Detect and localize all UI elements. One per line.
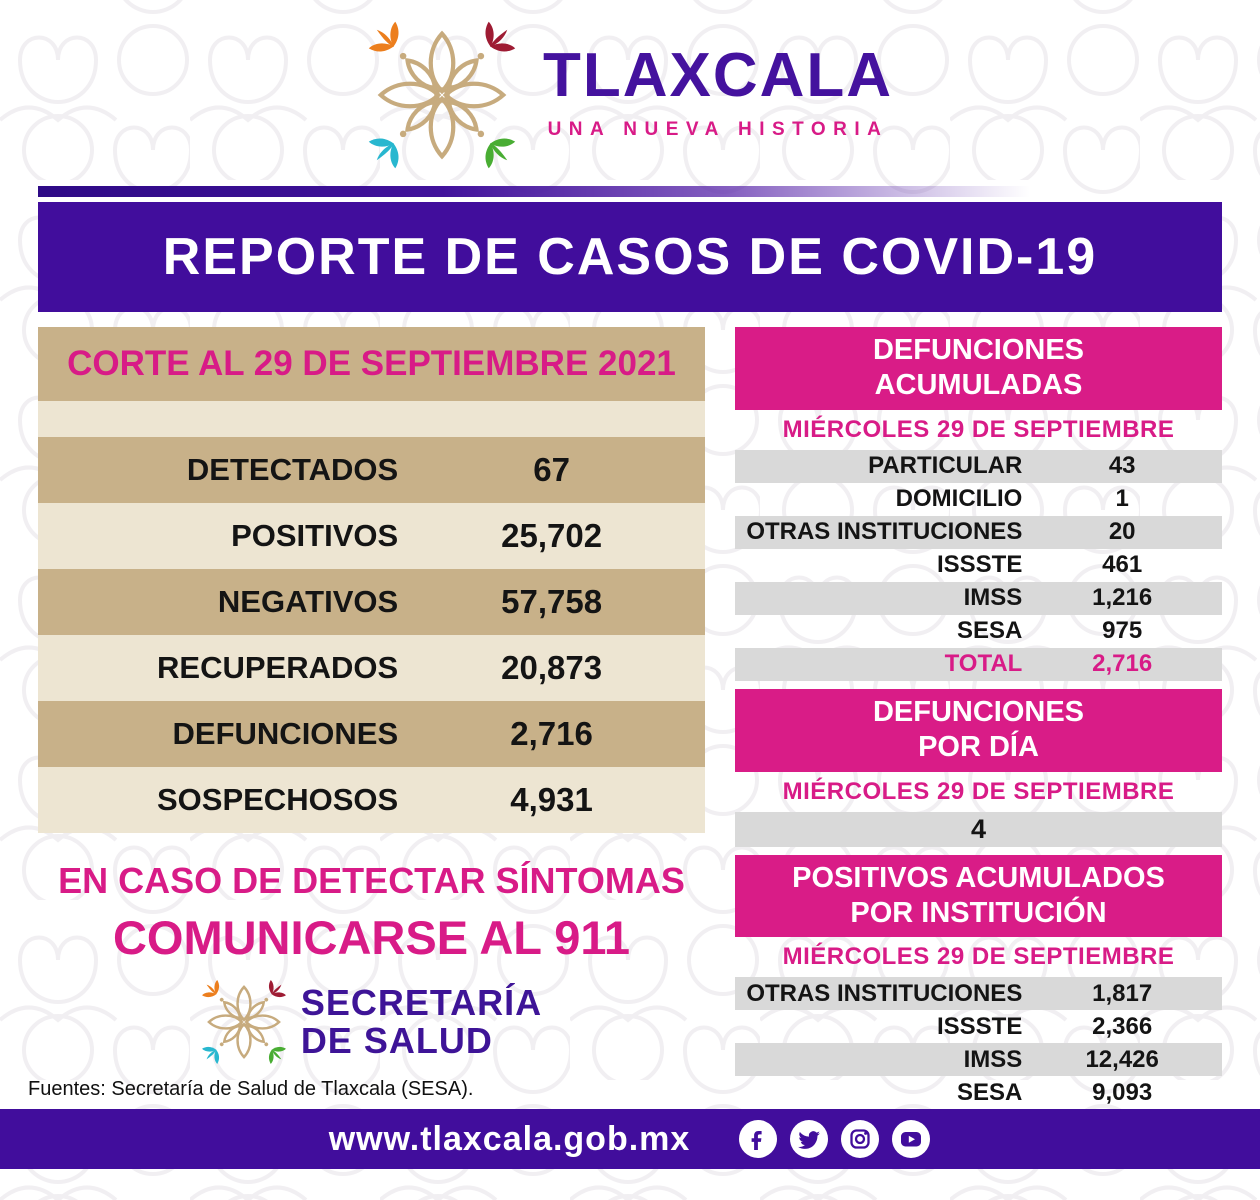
social-icons [738, 1119, 931, 1159]
row-value: 4,931 [510, 781, 593, 818]
panel-rows: PARTICULAR 43 DOMICILIO 1 OTRAS INSTITUC… [735, 449, 1222, 681]
panel-title-line-1: DEFUNCIONES [872, 334, 1085, 366]
panel-positivos-acumulados: POSITIVOS ACUMULADOS POR INSTITUCIÓN MIÉ… [735, 854, 1222, 1143]
row-label: POSITIVOS [231, 518, 399, 553]
table-row: DETECTADOS 67 [38, 437, 705, 503]
row-label: DEFUNCIONES [172, 716, 399, 751]
row-value: 2,716 [510, 715, 593, 752]
secretaria-line-2: DE SALUD [300, 1020, 493, 1061]
daily-deaths-value: 4 [735, 811, 1222, 847]
summary-rows: DETECTADOS 67 POSITIVOS 25,702 NEGATIVOS… [38, 401, 705, 833]
row-label: PARTICULAR [868, 452, 1023, 480]
row-label: OTRAS INSTITUCIONES [746, 518, 1023, 546]
row-value: 461 [1102, 551, 1143, 579]
panel-title: POSITIVOS ACUMULADOS POR INSTITUCIÓN [735, 854, 1222, 938]
row-value: 12,426 [1085, 1045, 1159, 1073]
row-label: SESA [956, 1078, 1023, 1106]
panel-title-line-2: POR DÍA [918, 731, 1039, 764]
table-row: OTRAS INSTITUCIONES 20 [735, 515, 1222, 549]
row-label: TOTAL [944, 650, 1023, 678]
row-value: 20,873 [501, 649, 603, 686]
footer-bar: www.tlaxcala.gob.mx [0, 1109, 1260, 1169]
tlaxcala-flower-logo-icon [367, 20, 517, 170]
right-column: DEFUNCIONES ACUMULADAS MIÉRCOLES 29 DE S… [735, 327, 1222, 1169]
brand-tagline: UNA NUEVA HISTORIA [547, 119, 889, 140]
row-label: NEGATIVOS [217, 584, 399, 619]
panel-title: DEFUNCIONES POR DÍA [735, 688, 1222, 772]
row-label: SOSPECHOSOS [156, 782, 399, 817]
table-row: ISSSTE 461 [735, 549, 1222, 582]
cutoff-date-title: CORTE AL 29 DE SEPTIEMBRE 2021 [67, 344, 676, 383]
panel-defunciones-acumuladas: DEFUNCIONES ACUMULADAS MIÉRCOLES 29 DE S… [735, 327, 1222, 681]
gradient-divider [38, 186, 1050, 197]
table-row: IMSS 12,426 [735, 1043, 1222, 1077]
row-value: 1 [1115, 485, 1129, 513]
panel-title-line-1: DEFUNCIONES [872, 695, 1085, 728]
row-label: ISSSTE [936, 1012, 1023, 1040]
advisory-line-2: COMUNICARSE AL 911 [112, 911, 631, 964]
brand-header: TLAXCALA UNA NUEVA HISTORIA [0, 0, 1260, 186]
advisory-line-1: EN CASO DE DETECTAR SÍNTOMAS [58, 860, 685, 901]
row-label: DETECTADOS [186, 452, 399, 487]
secretaria-flower-logo-icon [201, 979, 287, 1065]
facebook-icon[interactable] [738, 1119, 778, 1159]
panel-defunciones-por-dia: DEFUNCIONES POR DÍA MIÉRCOLES 29 DE SEPT… [735, 688, 1222, 847]
row-value: 20 [1108, 518, 1136, 546]
twitter-icon[interactable] [789, 1119, 829, 1159]
row-label: DOMICILIO [895, 485, 1023, 513]
panel-date: MIÉRCOLES 29 DE SEPTIEMBRE [782, 943, 1175, 971]
symptoms-advisory: EN CASO DE DETECTAR SÍNTOMAS COMUNICARSE… [38, 860, 705, 965]
summary-table: CORTE AL 29 DE SEPTIEMBRE 2021 DETECTADO… [38, 327, 705, 833]
panel-date: MIÉRCOLES 29 DE SEPTIEMBRE [782, 415, 1175, 443]
brand-name: TLAXCALA [542, 41, 894, 110]
row-value: 57,758 [501, 583, 603, 620]
row-value: 2,366 [1092, 1012, 1153, 1040]
row-value: 1,216 [1092, 584, 1153, 612]
table-row: OTRAS INSTITUCIONES 1,817 [735, 977, 1222, 1011]
row-value: 25,702 [501, 517, 603, 554]
row-label: ISSSTE [936, 551, 1023, 579]
table-row: DEFUNCIONES 2,716 [38, 701, 705, 767]
report-title: REPORTE DE CASOS DE COVID-19 [162, 228, 1098, 286]
row-label: IMSS [963, 584, 1023, 612]
table-row: POSITIVOS 25,702 [38, 503, 705, 569]
table-row: ISSSTE 2,366 [735, 1010, 1222, 1043]
table-row: NEGATIVOS 57,758 [38, 569, 705, 635]
brand-wordmark: TLAXCALA UNA NUEVA HISTORIA [543, 45, 893, 141]
secretaria-de-salud-logo: SECRETARÍA DE SALUD [38, 979, 705, 1065]
panel-title: DEFUNCIONES ACUMULADAS [735, 327, 1222, 410]
secretaria-wordmark: SECRETARÍA DE SALUD [301, 984, 542, 1060]
table-row: SESA 9,093 [735, 1076, 1222, 1109]
table-row: DOMICILIO 1 [735, 483, 1222, 516]
table-row-total: TOTAL 2,716 [735, 647, 1222, 681]
secretaria-line-1: SECRETARÍA [300, 982, 543, 1024]
row-label: SESA [956, 617, 1023, 645]
row-value: 67 [533, 451, 570, 488]
row-value: 9,093 [1092, 1078, 1153, 1106]
instagram-icon[interactable] [840, 1119, 880, 1159]
row-value: 975 [1102, 617, 1143, 645]
youtube-icon[interactable] [891, 1119, 931, 1159]
table-row: PARTICULAR 43 [735, 449, 1222, 483]
website-link[interactable]: www.tlaxcala.gob.mx [328, 1119, 691, 1158]
table-row: IMSS 1,216 [735, 581, 1222, 615]
left-column: CORTE AL 29 DE SEPTIEMBRE 2021 DETECTADO… [28, 327, 705, 1169]
row-value: 43 [1108, 452, 1136, 480]
panel-date: MIÉRCOLES 29 DE SEPTIEMBRE [782, 777, 1175, 805]
panel-title-line-1: POSITIVOS ACUMULADOS [792, 861, 1165, 894]
report-title-banner: REPORTE DE CASOS DE COVID-19 [38, 202, 1222, 312]
summary-table-header: CORTE AL 29 DE SEPTIEMBRE 2021 [38, 327, 705, 401]
row-value: 2,716 [1092, 650, 1153, 678]
panel-title-line-2: POR INSTITUCIÓN [850, 896, 1107, 929]
row-value: 1,817 [1092, 979, 1153, 1007]
table-row: SESA 975 [735, 615, 1222, 648]
source-line-1: Fuentes: Secretaría de Salud de Tlaxcala… [28, 1078, 474, 1100]
table-row: RECUPERADOS 20,873 [38, 635, 705, 701]
row-label: OTRAS INSTITUCIONES [746, 979, 1023, 1007]
row-label: IMSS [963, 1045, 1023, 1073]
panel-title-line-2: ACUMULADAS [874, 369, 1083, 402]
row-label: RECUPERADOS [157, 650, 399, 685]
table-row: SOSPECHOSOS 4,931 [38, 767, 705, 833]
